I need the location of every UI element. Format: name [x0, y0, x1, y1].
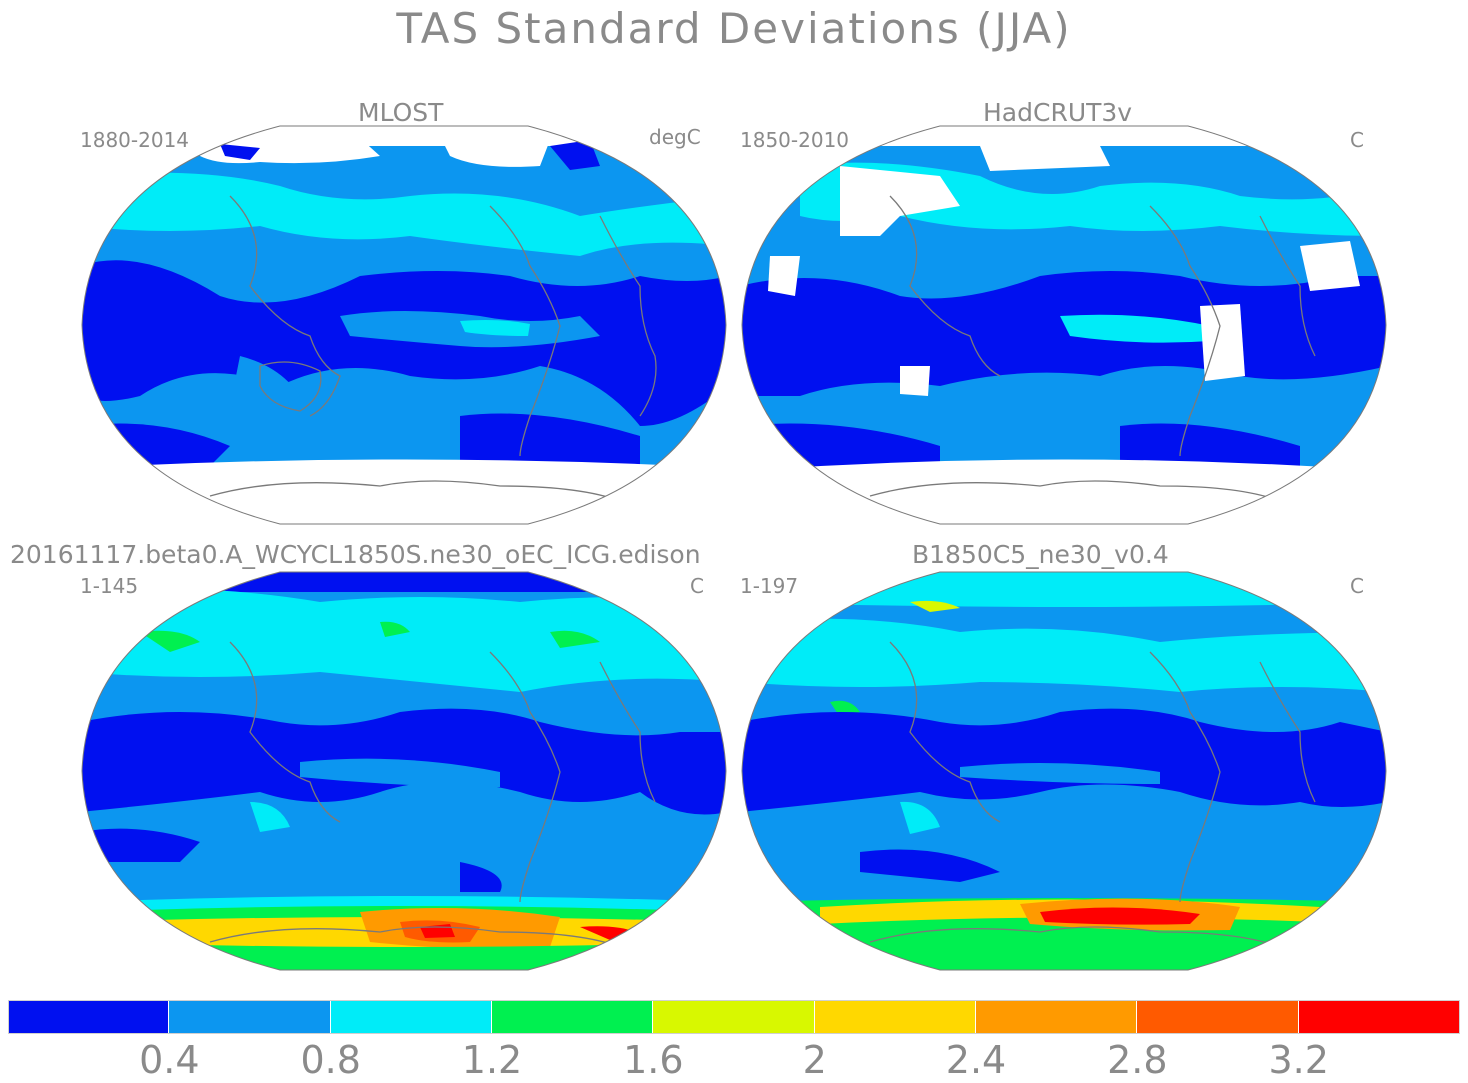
colorbar-frame — [8, 1000, 1460, 1034]
map-b1850 — [741, 571, 1387, 971]
colorbar-tick-label: 0.4 — [139, 1038, 200, 1082]
map-beta0 — [81, 571, 727, 971]
panel-period-beta0: 1-145 — [80, 574, 139, 598]
colorbar-tick-label: 2.8 — [1107, 1038, 1168, 1082]
map-mlost — [81, 125, 727, 525]
panel-title-beta0: 20161117.beta0.A_WCYCL1850S.ne30_oEC_ICG… — [10, 540, 701, 569]
colorbar-tick-label: 2.4 — [945, 1038, 1007, 1082]
colorbar-tick-label: 3.2 — [1268, 1038, 1329, 1082]
colorbar-tick-label: 0.8 — [300, 1038, 361, 1082]
panel-units-b1850: C — [1350, 574, 1364, 598]
colorbar-segment — [1137, 1000, 1299, 1034]
panel-period-mlost: 1880-2014 — [80, 128, 190, 152]
panel-title-hadcrut: HadCRUT3v — [983, 98, 1133, 127]
colorbar-tick-label: 2 — [802, 1038, 827, 1082]
colorbar-segment — [169, 1000, 331, 1034]
panel-units-mlost: degC — [649, 125, 701, 149]
colorbar-segment — [330, 1000, 492, 1034]
colorbar-segment — [8, 1000, 170, 1034]
panel-period-hadcrut: 1850-2010 — [740, 128, 850, 152]
figure-title: TAS Standard Deviations (JJA) — [396, 4, 1072, 53]
panel-title-b1850: B1850C5_ne30_v0.4 — [912, 540, 1169, 569]
colorbar-segment — [653, 1000, 815, 1034]
colorbar — [8, 1000, 1460, 1034]
colorbar-segment — [492, 1000, 654, 1034]
colorbar-segment — [814, 1000, 976, 1034]
panel-units-beta0: C — [690, 574, 704, 598]
colorbar-segment — [1298, 1000, 1460, 1034]
panel-units-hadcrut: C — [1350, 128, 1364, 152]
panel-title-mlost: MLOST — [358, 98, 444, 127]
map-hadcrut — [741, 125, 1387, 525]
colorbar-tick-label: 1.6 — [623, 1038, 684, 1082]
colorbar-segment — [976, 1000, 1138, 1034]
colorbar-tick-label: 1.2 — [461, 1038, 523, 1082]
panel-period-b1850: 1-197 — [740, 574, 799, 598]
